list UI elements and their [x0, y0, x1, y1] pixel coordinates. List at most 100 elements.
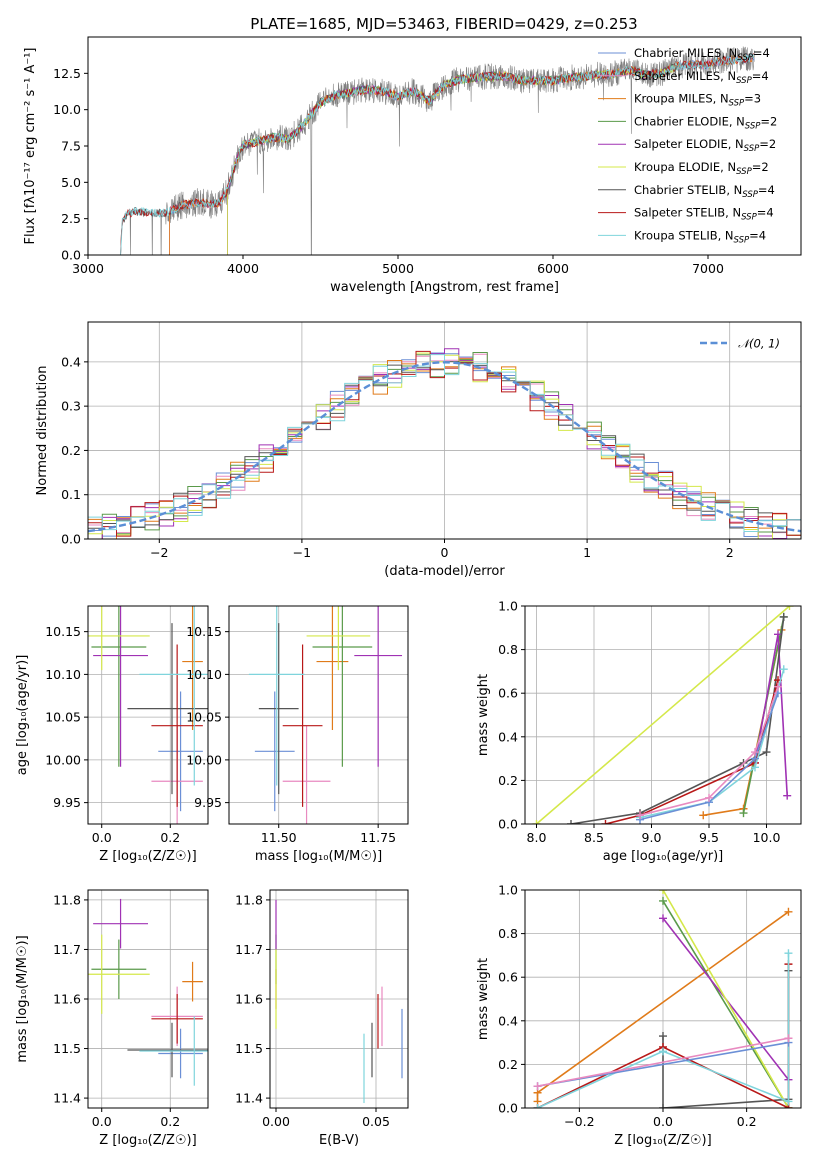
y-tick-label: 11.7 — [235, 942, 263, 957]
errorbar-point-chabrier-elodie — [91, 606, 147, 767]
y-tick-label: 0.4 — [498, 729, 518, 744]
x-tick-label: 0.0 — [653, 1114, 673, 1129]
x-tick-label: 10.0 — [753, 830, 781, 845]
y-tick-label: 11.4 — [235, 1091, 263, 1106]
y-tick-label: 9.95 — [53, 795, 81, 810]
weight-marker — [532, 820, 541, 824]
panel-weight_vs_age: 8.0 8.5 9.0 9.5 10.0 0.0 0.2 0.4 0.6 0.8 1.0 age [l… — [476, 599, 802, 864]
x-tick-label: 9.0 — [642, 830, 662, 845]
errorbar-point-chabrier-miles — [158, 691, 203, 812]
y-axis-label: mass [log₁₀(M/M☉)] — [15, 935, 30, 1062]
y-tick-label: 0.0 — [61, 532, 81, 547]
legend-entry: Salpeter MILES, NSSP=4 — [634, 69, 769, 86]
y-axis-label: age [log₁₀(age/yr)] — [15, 655, 30, 776]
y-tick-label: 11.4 — [53, 1091, 81, 1106]
axes-frame — [87, 36, 802, 256]
y-tick-label: 11.6 — [235, 992, 263, 1007]
y-tick-label: 0.6 — [498, 686, 518, 701]
x-tick-label: 0.2 — [160, 830, 180, 845]
x-tick-label: 8.0 — [527, 830, 547, 845]
x-tick-label: −2 — [150, 545, 168, 560]
x-axis-label: Z [log₁₀(Z/Z☉)] — [614, 1133, 711, 1148]
y-tick-label: 11.8 — [235, 892, 263, 907]
x-tick-label: 11.75 — [360, 830, 396, 845]
y-tick-label: 7.5 — [61, 139, 81, 154]
plot-area — [275, 899, 403, 1104]
spectrum-model-salpeter-stelib — [120, 53, 755, 255]
x-tick-label: 8.5 — [584, 830, 604, 845]
x-tick-label: 6000 — [537, 261, 569, 276]
weight-line — [535, 606, 791, 824]
weight-series-salpeter-miles — [636, 682, 782, 820]
weight-series-kroupa-elodie — [532, 606, 794, 824]
weight-marker — [659, 890, 667, 894]
normal-curve — [88, 361, 801, 533]
axes-frame — [87, 321, 802, 540]
legend-entry: Kroupa ELODIE, NSSP=2 — [634, 160, 769, 177]
plot-area — [88, 898, 208, 1086]
y-axis-label: Normed distribution — [35, 366, 50, 496]
y-tick-label: 0.0 — [61, 248, 81, 263]
y-tick-label: 0.4 — [61, 354, 81, 369]
errorbar-point-chabrier-elodie — [312, 606, 373, 767]
y-tick-label: 10.0 — [53, 102, 81, 117]
y-tick-label: 0.1 — [61, 487, 81, 502]
weight-marker — [567, 820, 575, 824]
y-tick-label: 0.8 — [498, 642, 518, 657]
panel-age_vs_mass: 11.50 11.75 9.95 10.00 10.05 10.10 10.15 mass [… — [186, 605, 409, 864]
errorbar-point-kroupa-elodie — [88, 934, 150, 1014]
x-tick-label: 0 — [441, 545, 449, 560]
panel-residuals: −2 −1 0 1 2 0.0 0.1 0.2 0.3 0.4 (data-model)/error… — [35, 321, 802, 579]
errorbar-point-salpeter-miles — [282, 725, 331, 824]
plot-background — [88, 606, 208, 824]
weight-marker — [659, 1104, 667, 1108]
weight-marker — [705, 793, 713, 802]
axes-frame — [228, 605, 409, 825]
weight-line — [537, 953, 790, 1108]
axes-frame — [524, 889, 802, 1109]
y-tick-label: 11.8 — [53, 892, 81, 907]
weight-marker — [784, 1097, 793, 1106]
y-tick-label: 2.5 — [61, 211, 81, 226]
errorbar-point-chabrier-elodie — [91, 939, 147, 999]
y-tick-label: 10.00 — [186, 752, 222, 767]
errorbar-point-chabrier-stelib — [258, 623, 299, 795]
plots: 3000 4000 5000 6000 70000.02.55.07.510.012.5… — [15, 36, 802, 1148]
weight-marker — [762, 748, 771, 757]
spectrum-model-kroupa-stelib — [120, 53, 755, 255]
x-tick-label: 0.05 — [362, 1114, 390, 1129]
weight-marker — [783, 791, 792, 800]
y-tick-label: 12.5 — [53, 66, 81, 81]
y-tick-label: 0.2 — [498, 773, 518, 788]
weight-marker — [659, 1047, 667, 1056]
figure-title: PLATE=1685, MJD=53463, FIBERID=0429, z=0… — [250, 15, 637, 33]
weight-marker — [659, 914, 667, 923]
legend-entry: Kroupa MILES, NSSP=3 — [634, 92, 761, 109]
weight-marker — [784, 907, 793, 916]
errorbar-point-kroupa-miles — [182, 606, 203, 730]
y-tick-label: 10.10 — [45, 667, 81, 682]
y-axis-label: mass weight — [476, 674, 491, 756]
plot-background — [229, 606, 408, 824]
y-tick-label: 0.6 — [498, 970, 518, 985]
x-axis-label: mass [log₁₀(M/M☉)] — [255, 849, 382, 864]
errorbar-point-salpeter-elodie — [93, 898, 148, 949]
panel-spectrum: 3000 4000 5000 6000 7000 0.0 2.5 5.0 7.5 10.0 12.5… — [23, 36, 802, 295]
y-tick-label: 10.05 — [186, 710, 222, 725]
legend-entry: Salpeter STELIB, NSSP=4 — [634, 206, 774, 223]
axes-frame — [269, 889, 409, 1109]
y-tick-label: 11.5 — [235, 1041, 263, 1056]
y-tick-label: 11.6 — [53, 992, 81, 1007]
x-tick-label: 3000 — [72, 261, 104, 276]
errorbar-point-salpeter-stelib — [282, 644, 323, 807]
y-tick-label: 0.4 — [498, 1013, 518, 1028]
legend-entry: Chabrier MILES, NSSP=4 — [634, 46, 770, 63]
panel-age_vs_Z: 0.0 0.2 9.95 10.00 10.05 10.10 10.15 Z [log₁₀(Z… — [15, 605, 209, 864]
weight-series-salpeter-miles — [533, 1034, 793, 1091]
plot-area — [248, 606, 403, 824]
panel-mass_vs_Z: 0.0 0.2 11.4 11.5 11.6 11.7 11.8 Z [log₁₀(Z/Z☉)… — [15, 889, 209, 1148]
weight-marker — [774, 630, 782, 639]
legend-entry: Salpeter ELODIE, NSSP=2 — [634, 137, 776, 154]
weight-marker — [659, 896, 667, 905]
x-tick-label: 0.00 — [262, 1114, 290, 1129]
